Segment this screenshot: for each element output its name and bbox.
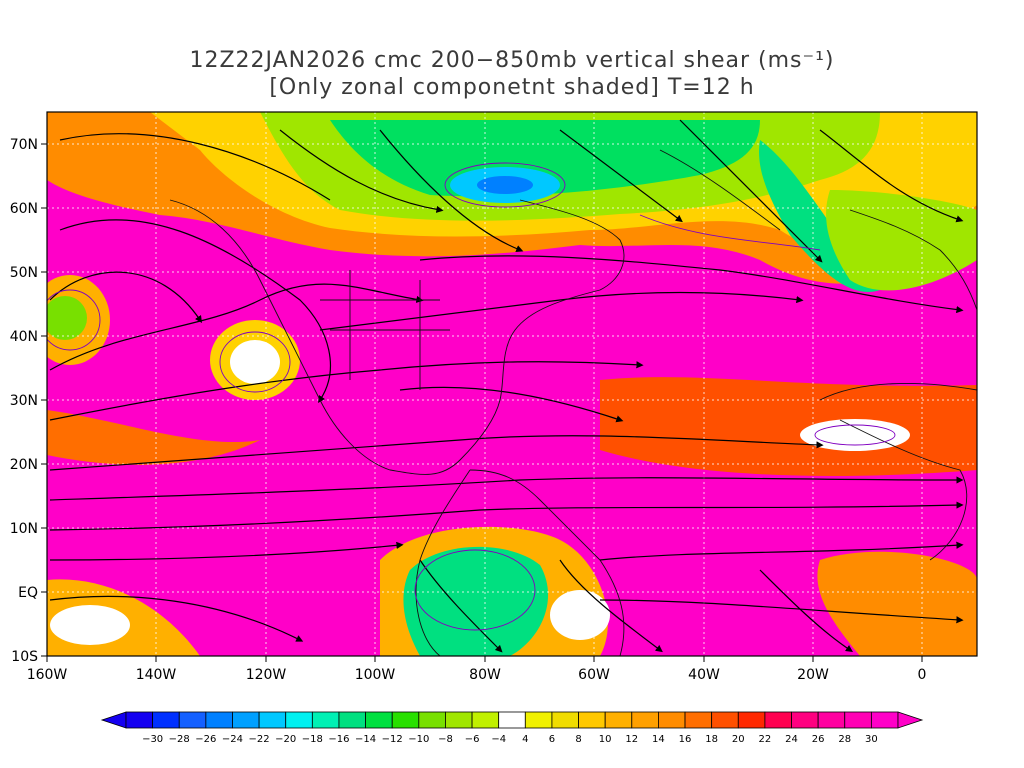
colorbar-label: 20 [732,734,745,745]
lon-label: 40W [688,667,720,683]
lon-label: 60W [578,667,610,683]
colorbar-label: 14 [652,734,665,745]
grid-lines [47,112,977,656]
colorbar-label: 30 [865,734,878,745]
colorbar-label: −30 [142,734,163,745]
colorbar-labels: −30 −28 −26 −24 −22 −20 −18 −16 −14 −12 −10 −8 −6 −4 4… [142,734,878,745]
colorbar-label: −22 [249,734,270,745]
colorbar-label: −10 [408,734,429,745]
colorbar-label: −28 [169,734,190,745]
lat-label: EQ [18,585,38,601]
colorbar-cell [551,711,579,729]
colorbar-cell [285,711,313,729]
colorbar-cell [232,711,260,729]
lat-label: 30N [10,393,38,409]
colorbar-cell [604,711,633,729]
colorbar-cell [711,711,739,729]
colorbar-label: 22 [759,734,772,745]
colorbar-cell [684,711,713,729]
colorbar-cell [471,711,500,729]
lon-label: 140W [136,667,177,683]
colorbar-label: −6 [465,734,480,745]
lon-label: 0 [918,667,927,683]
lat-label: 20N [10,457,38,473]
lat-label: 10N [10,521,38,537]
contours [47,162,896,631]
colorbar-cell [791,711,819,729]
colorbar-label: 12 [625,734,638,745]
colorbar-label: −16 [328,734,349,745]
colorbar-label: 28 [838,734,851,745]
colorbar-label: −26 [195,734,216,745]
colorbar-cell [737,711,766,729]
colorbar-label: 6 [549,734,555,745]
colorbar-label: −14 [355,734,376,745]
colorbar-label: 26 [812,734,825,745]
colorbar-label: 18 [705,734,718,745]
colorbar-cell [631,711,659,729]
title-line-2: [Only zonal componetnt shaded] T=12 h [269,75,755,100]
lon-label: 100W [355,667,396,683]
lon-labels: 160W 140W 120W 100W 80W 60W 40W 20W 0 [27,667,927,683]
title-line-1: 12Z22JAN2026 cmc 200−850mb vertical shea… [189,48,835,73]
colorbar-label: 4 [522,734,528,745]
colorbar-cell [870,711,899,729]
streamlines [49,119,964,653]
colorbar-right-arrow [897,711,924,729]
colorbar-cell [817,711,846,729]
lat-labels: 70N 60N 50N 40N 30N 20N 10N EQ 10S [10,137,38,665]
colorbar-cell [205,711,233,729]
shading-layer [47,112,977,656]
colorbar-cell [258,711,287,729]
colorbar-cell [365,711,393,729]
lat-label: 60N [10,201,38,217]
colorbar-label: −4 [491,734,506,745]
colorbar-label: −12 [382,734,403,745]
lon-label: 120W [246,667,287,683]
colorbar-label: −18 [302,734,323,745]
colorbar-cell [311,711,340,729]
colorbar-label: −24 [222,734,243,745]
lat-label: 70N [10,137,38,153]
tick-marks [41,143,923,662]
colorbar-cell [338,711,366,729]
colorbar-cell [152,711,180,729]
lon-label: 160W [27,667,68,683]
lat-label: 40N [10,329,38,345]
colorbar-label: 24 [785,734,798,745]
colorbar-cell [578,711,606,729]
lon-label: 80W [469,667,501,683]
colorbar-cell [178,711,207,729]
colorbar-label: 8 [575,734,581,745]
colorbar-left-arrow [100,711,127,729]
colorbar-cell [418,711,446,729]
colorbar-cell [658,711,686,729]
coastlines [169,149,977,656]
colorbar-cell [445,711,473,729]
colorbar-cells [100,711,924,729]
lat-label: 50N [10,265,38,281]
colorbar-label: −8 [438,734,453,745]
lat-label: 10S [11,649,38,665]
colorbar-label: 16 [679,734,692,745]
colorbar-cell [844,711,872,729]
colorbar-label: 10 [599,734,612,745]
colorbar-cell [125,711,154,729]
lon-label: 20W [797,667,829,683]
colorbar-cell [391,711,420,729]
colorbar-label: −20 [275,734,296,745]
colorbar-cell [498,711,526,729]
colorbar-cell [764,711,792,729]
colorbar-cell [524,711,553,729]
